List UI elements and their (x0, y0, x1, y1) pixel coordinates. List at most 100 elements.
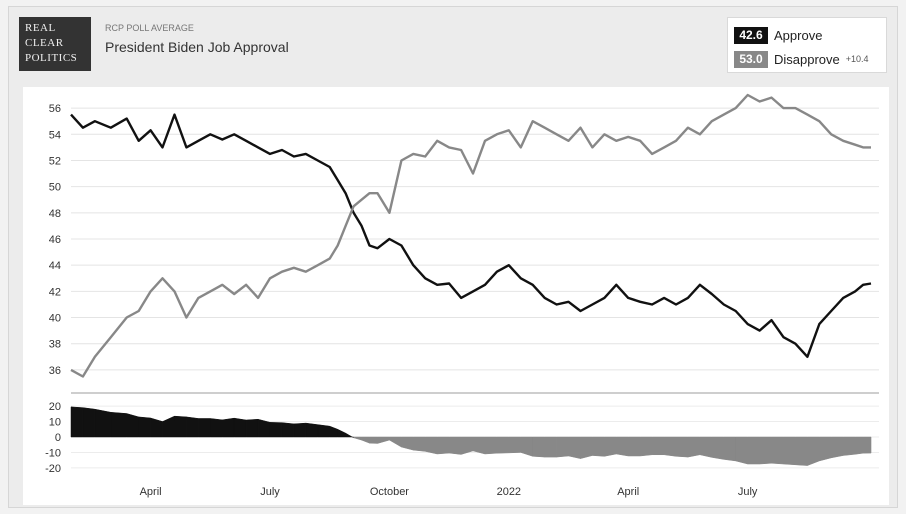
spread-segment (110, 412, 127, 438)
spread-segment (245, 418, 259, 438)
spread-segment (389, 436, 402, 448)
spread-segment (544, 436, 557, 458)
spread-segment (82, 407, 96, 438)
y-tick-label: 42 (49, 286, 61, 298)
spread-segment (496, 436, 510, 454)
spread-segment (337, 428, 346, 438)
y-tick-label: 36 (49, 365, 61, 377)
spread-segment (293, 422, 307, 438)
spread-segment (830, 436, 844, 459)
y-tick-label: 56 (49, 103, 61, 115)
spread-segment (94, 408, 112, 438)
spread-segment (604, 436, 617, 457)
chart-frame: REAL CLEAR POLITICS RCP POLL AVERAGE Pre… (8, 6, 898, 508)
spread-segment (592, 436, 605, 457)
x-tick-label: July (260, 486, 280, 498)
spread-tick-label: 10 (49, 417, 61, 429)
spread-segment (747, 436, 760, 465)
y-tick-label: 50 (49, 182, 61, 194)
spread-segment (448, 436, 462, 455)
spread-segment (771, 436, 784, 465)
spread-segment (711, 436, 725, 460)
spread-tick-label: 20 (49, 401, 61, 413)
spread-segment (186, 416, 199, 438)
spread-segment (413, 436, 426, 452)
spread-area (70, 406, 872, 466)
spread-segment (639, 436, 653, 457)
y-tick-label: 44 (49, 260, 61, 272)
spread-segment (627, 436, 641, 457)
spread-segment (651, 436, 665, 456)
spread-segment (361, 436, 370, 444)
spread-segment (369, 436, 378, 444)
spread-segment (842, 436, 856, 456)
spread-tick-label: 0 (55, 432, 61, 444)
spread-segment (723, 436, 736, 462)
x-tick-label: July (738, 486, 758, 498)
spread-segment (687, 436, 701, 458)
spread-segment (580, 436, 593, 459)
spread-segment (162, 415, 175, 438)
x-tick-label: 2022 (497, 486, 521, 498)
spread-segment (401, 436, 414, 451)
legend-disapprove: 53.0 Disapprove +10.4 (734, 50, 869, 68)
spread-segment (329, 425, 338, 438)
spread-segment (210, 418, 223, 438)
spread-segment (854, 436, 864, 455)
series-line-disapprove (70, 93, 871, 378)
y-tick-label: 54 (49, 129, 61, 141)
spread-segment (795, 436, 808, 466)
approve-value-badge: 42.6 (734, 26, 768, 44)
legend: 42.6 Approve 53.0 Disapprove +10.4 (727, 17, 887, 73)
y-tick-label: 48 (49, 208, 61, 220)
realclearpolitics-logo: REAL CLEAR POLITICS (19, 17, 91, 71)
disapprove-label: Disapprove (774, 51, 840, 67)
y-tick-label: 38 (49, 339, 61, 351)
spread-segment (222, 417, 235, 438)
spread-segment (783, 436, 796, 466)
spread-segment (508, 436, 522, 454)
spread-axis-ticks: 20 10 0 -10 -20 (45, 401, 61, 475)
x-axis-ticks: April July October 2022 April July (140, 486, 758, 498)
spread-value: +10.4 (845, 54, 869, 64)
disapprove-value-badge: 53.0 (734, 50, 768, 68)
approve-label: Approve (774, 27, 823, 43)
y-tick-label: 40 (49, 313, 61, 325)
spread-segment (675, 436, 689, 458)
spread-segment (735, 436, 748, 465)
spread-segment (819, 436, 832, 462)
poll-average-label: RCP POLL AVERAGE (105, 23, 194, 33)
spread-segment (233, 417, 247, 438)
spread-segment (126, 413, 139, 438)
spread-segment (436, 436, 450, 455)
spread-segment (269, 422, 283, 438)
spread-segment (532, 436, 545, 458)
spread-segment (70, 406, 84, 438)
y-tick-label: 46 (49, 234, 61, 246)
main-gridlines (71, 107, 879, 371)
chart-title: President Biden Job Approval (105, 39, 289, 55)
spread-tick-label: -20 (45, 463, 61, 475)
x-tick-label: October (370, 486, 409, 498)
spread-segment (759, 436, 772, 465)
approval-chart: 36 38 40 42 44 46 48 50 52 54 56 20 10 0 -10 -20 April… (23, 87, 889, 505)
spread-segment (257, 418, 271, 438)
spread-segment (317, 424, 330, 438)
spread-segment (472, 436, 486, 455)
spread-segment (150, 417, 163, 438)
spread-segment (568, 436, 581, 459)
spread-segment (807, 436, 820, 466)
spread-segment (281, 422, 295, 438)
legend-approve: 42.6 Approve (734, 26, 822, 44)
spread-segment (556, 436, 569, 458)
spread-segment (484, 436, 498, 455)
spread-segment (377, 436, 390, 444)
x-tick-label: April (617, 486, 639, 498)
spread-segment (862, 436, 872, 454)
series-line-approve (70, 113, 872, 358)
x-tick-label: April (140, 486, 162, 498)
spread-segment (520, 436, 533, 457)
spread-tick-label: -10 (45, 447, 61, 459)
spread-segment (138, 416, 151, 438)
spread-segment (616, 436, 629, 457)
